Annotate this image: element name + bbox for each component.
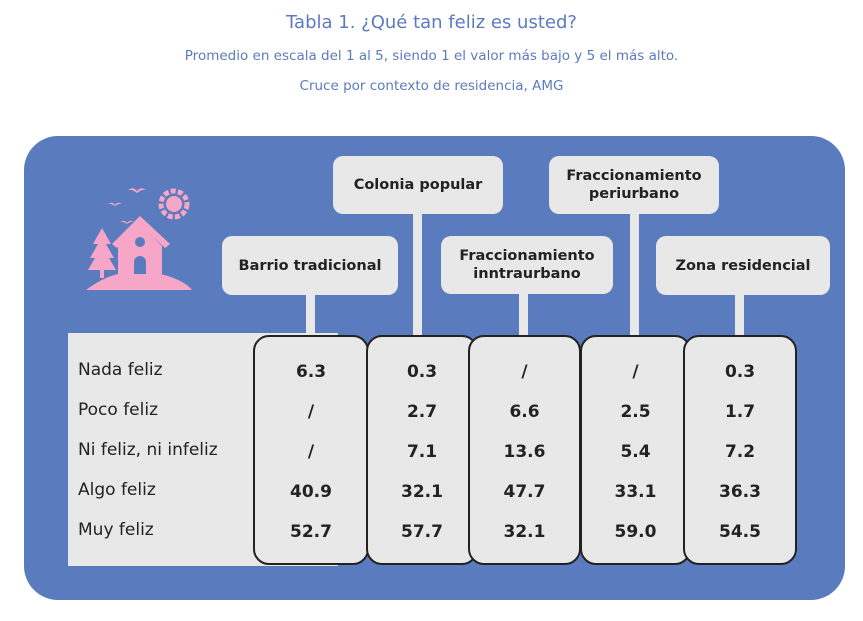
cell-value: 6.6	[509, 402, 540, 422]
column-header-2-line: Colonia popular	[353, 177, 483, 193]
column-header-2: Colonia popular	[333, 156, 503, 214]
row-label-2: Poco feliz	[78, 400, 159, 420]
column-header-5: Zona residencial	[656, 236, 830, 295]
data-column-3: / 6.6 13.6 47.7 32.1	[468, 335, 581, 565]
row-label-3: Ni feliz, ni infeliz	[78, 440, 218, 460]
cell-value: 0.3	[724, 362, 756, 382]
column-header-1-text: Barrio tradicional	[239, 257, 382, 275]
row-label-5: Muy feliz	[78, 520, 154, 540]
data-column-2: 0.3 2.7 7.1 32.1 57.7	[366, 335, 478, 565]
cell-value: 2.7	[406, 402, 438, 422]
connector-col-1	[306, 295, 315, 335]
column-header-3-line-1: Fraccionamiento	[459, 248, 595, 264]
column-header-1-line: Barrio tradicional	[238, 257, 382, 274]
column-header-3-line-2: inntraurbano	[473, 266, 581, 282]
cell-value: /	[307, 442, 315, 462]
row-label-1: Nada feliz	[78, 360, 163, 380]
column-header-5-line: Zona residencial	[675, 257, 811, 274]
data-column-4: / 2.5 5.4 33.1 59.0	[580, 335, 691, 565]
row-label-4: Algo feliz	[78, 480, 156, 500]
column-header-4: Fraccionamiento periurbano	[549, 156, 719, 214]
cell-value: 32.1	[401, 482, 443, 502]
cell-value: 7.1	[406, 442, 438, 462]
column-header-3: Fraccionamiento inntraurbano	[441, 236, 613, 294]
column-header-1: Barrio tradicional	[222, 236, 398, 295]
cell-value: 13.6	[503, 442, 546, 462]
column-header-3-text: Fraccionamiento inntraurbano	[459, 247, 594, 283]
cell-value: 36.3	[719, 482, 761, 502]
connector-col-3	[519, 294, 528, 335]
connector-col-4	[630, 213, 639, 335]
column-header-2-text: Colonia popular	[354, 176, 483, 194]
page-subtitle: Promedio en escala del 1 al 5, siendo 1 …	[184, 48, 679, 64]
cell-value: 47.7	[503, 482, 546, 502]
cell-value: 2.5	[620, 402, 651, 422]
cell-value: /	[307, 402, 315, 422]
page-subtitle-2: Cruce por contexto de residencia, AMG	[299, 78, 564, 94]
cell-value: 32.1	[503, 522, 546, 542]
cell-value: 59.0	[614, 522, 657, 542]
data-column-1: 6.3 / / 40.9 52.7	[253, 335, 369, 565]
cell-value: 0.3	[406, 362, 438, 382]
column-header-4-line-2: periurbano	[588, 186, 680, 202]
data-column-5: 0.3 1.7 7.2 36.3 54.5	[683, 335, 797, 565]
cell-value: 40.9	[290, 482, 332, 502]
connector-col-5	[735, 295, 744, 335]
cell-value: 1.7	[724, 402, 756, 422]
cell-value: 7.2	[724, 442, 756, 462]
cell-value: 33.1	[614, 482, 657, 502]
connector-col-2	[413, 214, 422, 335]
column-header-5-text: Zona residencial	[675, 257, 810, 275]
cell-value: 57.7	[401, 522, 443, 542]
column-header-4-text: Fraccionamiento periurbano	[566, 167, 701, 203]
cell-value: 5.4	[620, 442, 651, 462]
cell-value: 54.5	[719, 522, 761, 542]
cell-value: /	[632, 362, 639, 382]
cell-value: /	[521, 362, 528, 382]
cell-value: 6.3	[295, 362, 327, 382]
house-icon	[86, 188, 192, 290]
cell-value: 52.7	[290, 522, 332, 542]
column-header-4-line-1: Fraccionamiento	[566, 168, 702, 184]
page-title: Tabla 1. ¿Qué tan feliz es usted?	[286, 12, 577, 33]
